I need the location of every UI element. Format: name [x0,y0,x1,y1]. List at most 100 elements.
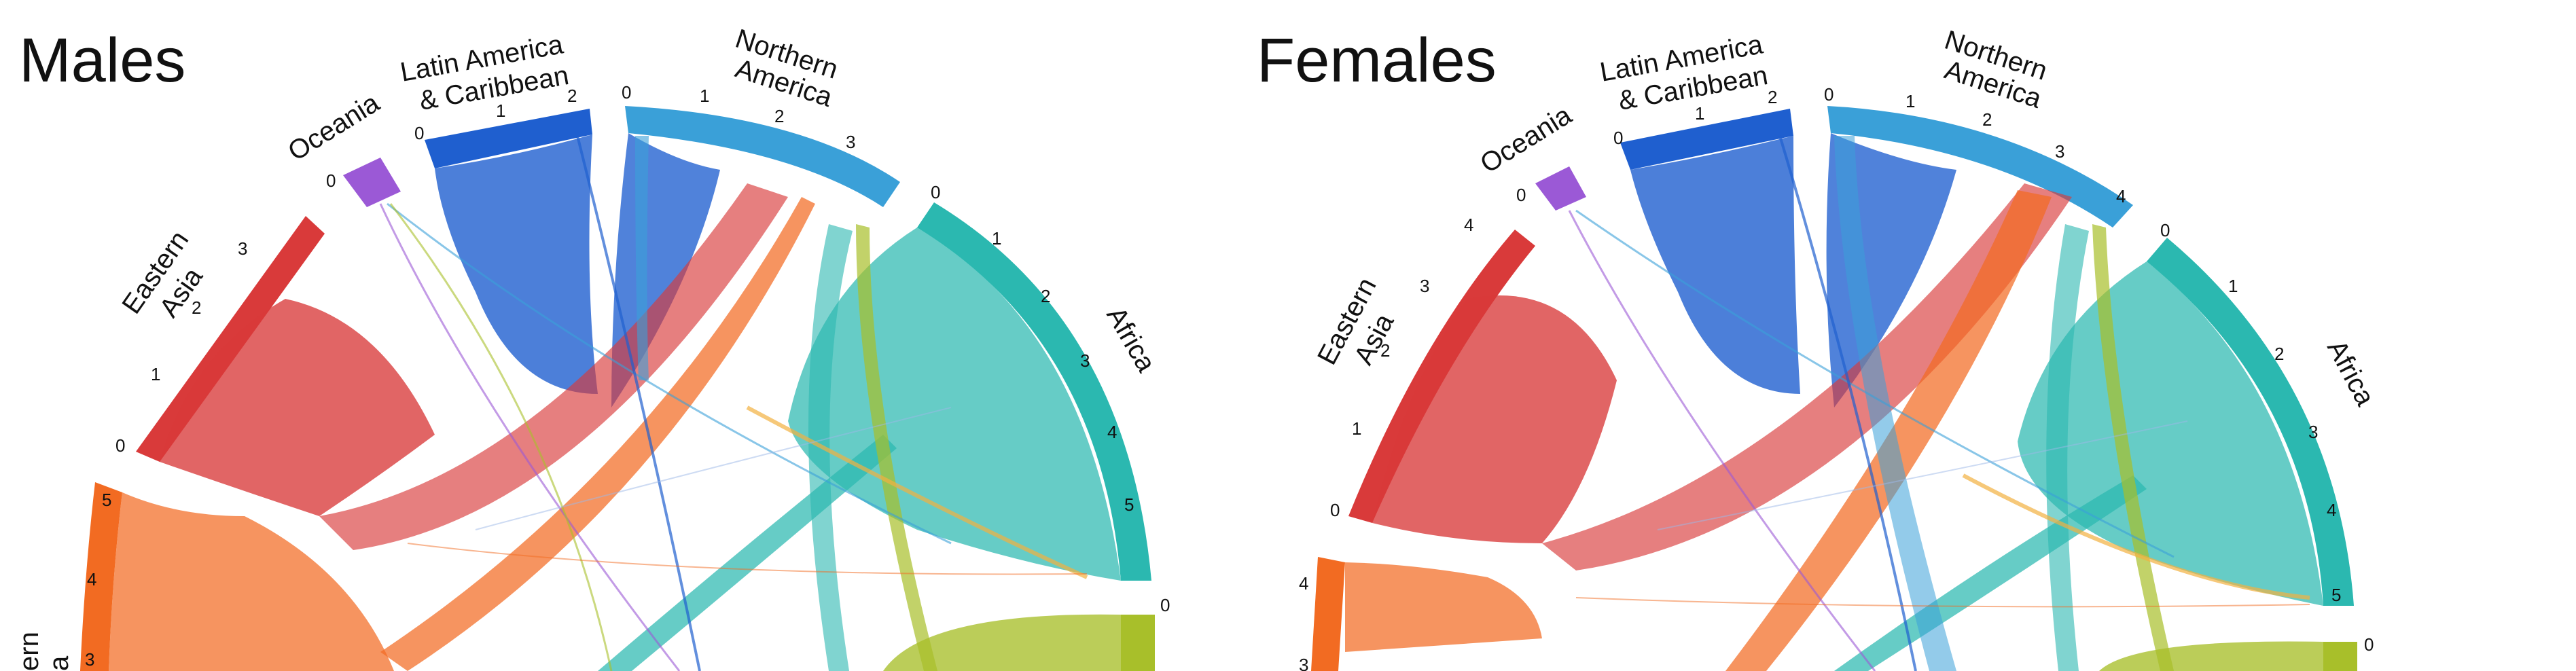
region-label-africa: Africa [1101,302,1162,378]
tick-africa-0: 0 [2160,220,2170,240]
tick-eastern-asia-0: 0 [1330,500,1340,520]
tick-africa-5: 5 [1124,494,1134,515]
panel-females: Females Eastern Asia Oceania Latin Ameri… [1250,0,2538,671]
region-label-oceania: Oceania [1475,100,1577,179]
thin-chord-3 [389,203,613,671]
tick-latin-america-1: 1 [496,101,505,121]
tick-latin-america-2: 2 [567,86,577,106]
thin-chord-5 [1575,597,2310,608]
tick-northern-america-1: 1 [700,86,709,106]
arc-orange-region [1311,557,1345,671]
tick-africa-2: 2 [1041,286,1050,306]
arc-oceania [343,158,401,207]
arc-eastern-asia [136,216,325,462]
arc-northern-america [1827,106,2133,228]
tick-eastern-asia-2: 2 [192,297,201,318]
thin-chord-6 [407,543,1088,575]
region-label-orange-line2: a [44,655,74,671]
tick-yellow-0: 0 [2364,634,2374,655]
thin-chord-1 [1568,210,1876,671]
panel-title: Males [19,26,185,95]
thin-chord-4 [576,135,701,671]
chord-diagram-females: Females Eastern Asia Oceania Latin Ameri… [1257,25,2380,671]
tick-northern-america-2: 2 [1982,109,1992,130]
chord-africa-northern-america [2046,224,2089,671]
chord-eastern-asia-self [1372,295,1617,543]
tick-northern-america-3: 3 [846,132,855,152]
tick-africa-2: 2 [2274,344,2284,364]
arc-africa [2147,238,2354,606]
chord-yellow-northern-america [2092,224,2174,671]
tick-latin-america-0: 0 [1613,128,1623,148]
tick-eastern-asia-3: 3 [238,238,247,259]
tick-latin-america-1: 1 [1695,103,1704,124]
region-label-oceania: Oceania [283,88,384,167]
arc-yellow-region [2323,642,2357,671]
tick-orange-4: 4 [87,569,96,590]
tick-latin-america-0: 0 [414,123,424,143]
tick-eastern-asia-3: 3 [1420,276,1429,296]
thin-chord-7 [475,407,952,530]
panel-males: Males Eastern Asia Oceania Latin America… [14,24,1170,671]
arc-latin-america [425,109,592,168]
chord-northern-america-tail [1834,136,1956,671]
tick-oceania-0: 0 [326,170,336,191]
tick-northern-america-0: 0 [1824,84,1833,105]
region-label-africa: Africa [2321,336,2380,412]
thin-chord-1 [379,203,681,671]
chord-diagram-males: Males Eastern Asia Oceania Latin America… [14,24,1170,671]
chord-africa-orange [598,435,897,671]
thin-chord-2 [387,202,952,545]
thin-chord-4 [1962,473,2310,600]
chord-northern-america-tail [635,136,649,380]
chord-eastern-asia-northern-america [319,183,788,550]
tick-northern-america-2: 2 [774,106,784,126]
tick-eastern-asia-1: 1 [151,364,160,384]
thin-chord-6 [1657,420,2188,530]
arc-yellow-region [1121,615,1155,671]
tick-orange-5: 5 [102,490,111,510]
tick-eastern-asia-0: 0 [115,435,125,456]
chord-orange-northern-america [380,197,815,671]
tick-orange-3: 3 [1299,655,1308,671]
tick-oceania-0: 0 [1516,185,1526,205]
tick-orange-3: 3 [85,649,94,670]
tick-eastern-asia-4: 4 [1464,215,1473,235]
region-label-orange-line1: ern [14,632,44,671]
tick-eastern-asia-1: 1 [1352,418,1361,439]
panel-title: Females [1257,26,1497,95]
tick-africa-4: 4 [1107,422,1117,442]
tick-africa-5: 5 [2331,585,2341,605]
tick-africa-1: 1 [992,228,1001,249]
chord-eastern-asia-self [160,299,435,516]
chord-yellow-self [2099,641,2323,671]
chord-yellow-self [883,614,1121,671]
arc-africa [917,202,1151,581]
tick-yellow-0: 0 [1160,595,1170,615]
tick-africa-4: 4 [2327,500,2336,520]
chord-africa-orange [1834,475,2147,671]
chord-yellow-northern-america [856,224,937,671]
tick-northern-america-4: 4 [2116,186,2126,206]
tick-africa-3: 3 [2308,422,2318,442]
chord-orange-self [1345,562,1542,652]
thin-chord-5 [746,405,1088,579]
arc-northern-america [625,106,900,207]
chord-orange-self [109,492,394,671]
tick-orange-4: 4 [1299,573,1308,594]
tick-africa-1: 1 [2228,276,2238,296]
chord-orange-northern-america [1725,190,2052,671]
tick-northern-america-1: 1 [1906,91,1915,111]
thin-chord-3 [1778,135,1917,671]
tick-eastern-asia-2: 2 [1380,340,1390,361]
arc-orange-region [80,482,122,671]
tick-africa-0: 0 [931,182,940,202]
tick-latin-america-2: 2 [1768,87,1777,107]
tick-northern-america-0: 0 [622,82,631,103]
tick-northern-america-3: 3 [2055,141,2064,162]
tick-africa-3: 3 [1080,350,1090,371]
chord-africa-northern-america [808,224,853,671]
arc-oceania [1535,166,1586,211]
arc-latin-america [1620,109,1793,170]
chord-latin-america-self [435,134,598,394]
